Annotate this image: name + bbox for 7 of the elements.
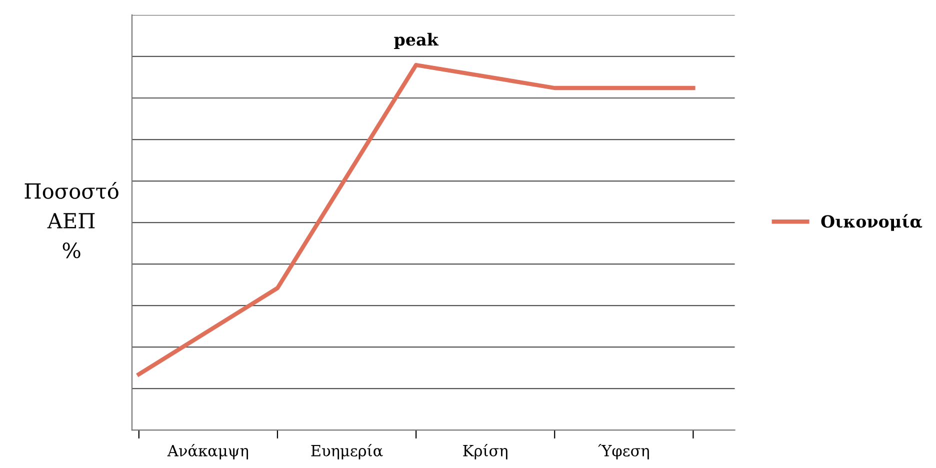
text: peak [394,32,439,50]
y-axis-title: Ποσοστό ΑΕΠ % [24,182,118,258]
text: Ανάκαμψη [167,444,248,460]
legend-label: Οικονομία [821,214,922,231]
text: Ευημερία [311,444,383,460]
text: Ύφεση [598,444,649,460]
text: Κρίση [463,444,508,460]
